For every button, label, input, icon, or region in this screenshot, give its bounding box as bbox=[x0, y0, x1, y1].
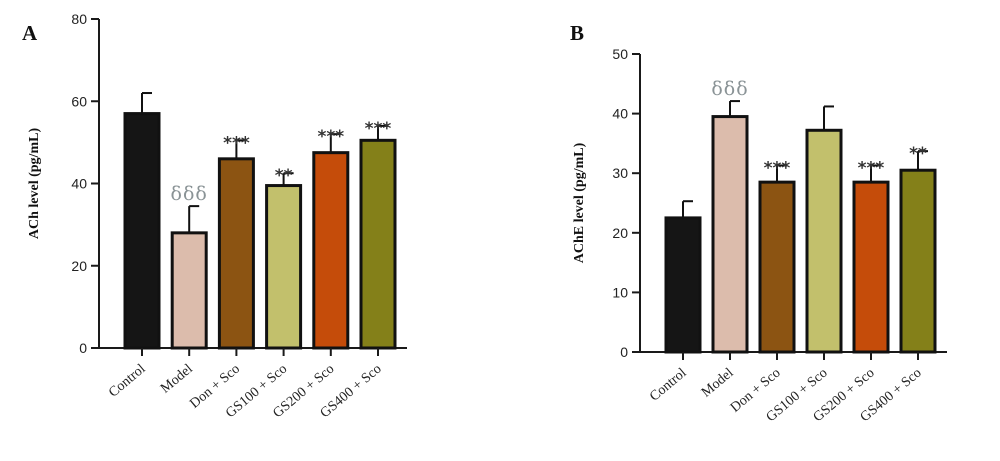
chart-panel-b: B AChE level (pg/mL) 0 10 20 30 40 50 Control Mod… bbox=[570, 21, 947, 425]
bar-control bbox=[664, 216, 702, 354]
bar-don-sco bbox=[217, 157, 255, 350]
bar-gs400-sco bbox=[899, 168, 937, 354]
significance-label: *** bbox=[365, 119, 392, 139]
y-tick-label: 40 bbox=[612, 106, 628, 122]
y-tick-label: 20 bbox=[612, 225, 628, 241]
y-axis-title: ACh level (pg/mL) bbox=[27, 128, 42, 240]
y-axis-title: AChE level (pg/mL) bbox=[572, 142, 587, 263]
significance-label: *** bbox=[317, 127, 344, 147]
significance-label: ** bbox=[275, 166, 293, 186]
bar-gs100-sco bbox=[265, 184, 303, 350]
x-category-label: Model bbox=[699, 366, 737, 401]
y-tick-label: 10 bbox=[612, 284, 628, 300]
chart-panel-a: A ACh level (pg/mL) 0 20 40 60 80 Control Model δ… bbox=[22, 11, 407, 421]
y-tick-label: 50 bbox=[612, 46, 628, 62]
panel-letter: B bbox=[570, 21, 584, 45]
significance-label: *** bbox=[764, 158, 791, 178]
bar-gs200-sco bbox=[852, 180, 890, 354]
y-tick-label: 30 bbox=[612, 165, 628, 181]
significance-label: *** bbox=[858, 158, 885, 178]
bar-model bbox=[711, 115, 749, 354]
y-tick-label: 40 bbox=[71, 176, 87, 192]
bar-control bbox=[123, 112, 161, 350]
delta-significance-label: δδδ bbox=[711, 78, 748, 100]
x-category-label: Control bbox=[106, 362, 148, 401]
significance-label: ** bbox=[909, 144, 927, 164]
significance-label: *** bbox=[223, 133, 250, 153]
y-tick-label: 0 bbox=[620, 344, 628, 360]
delta-significance-label: δδδ bbox=[171, 183, 208, 205]
y-tick-label: 20 bbox=[71, 258, 87, 274]
y-tick-label: 60 bbox=[71, 93, 87, 109]
bar-gs100-sco bbox=[805, 128, 843, 354]
y-tick-label: 80 bbox=[71, 11, 87, 27]
bar-gs200-sco bbox=[312, 151, 350, 350]
bar-model bbox=[170, 231, 208, 350]
y-tick-label: 0 bbox=[79, 340, 87, 356]
panel-letter: A bbox=[22, 21, 38, 45]
bar-don-sco bbox=[758, 180, 796, 354]
bar-gs400-sco bbox=[359, 138, 397, 350]
x-category-label: Control bbox=[647, 366, 689, 405]
x-category-label: Model bbox=[158, 362, 196, 397]
